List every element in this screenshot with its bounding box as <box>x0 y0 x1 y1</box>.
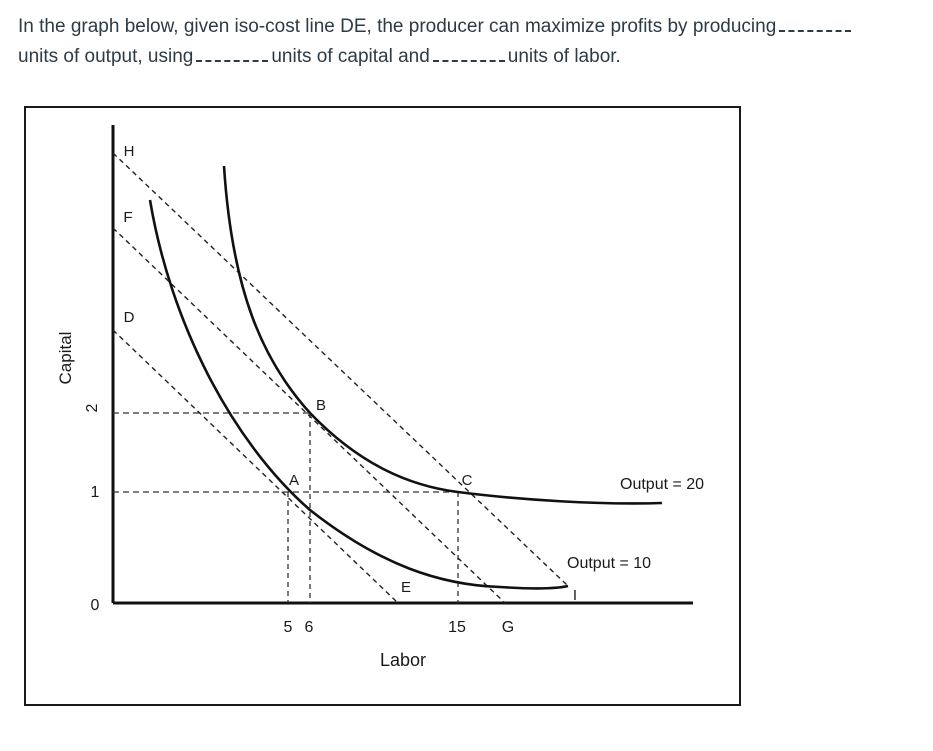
x-tick-15: 15 <box>448 619 466 636</box>
question-part-3: units of capital and <box>271 46 430 67</box>
x-tick-6: 6 <box>305 619 314 636</box>
answer-blank-labor[interactable] <box>432 42 505 62</box>
point-label-i: I <box>573 587 577 604</box>
question-part-2: units of output, using <box>18 46 194 67</box>
isoquant-output-20 <box>222 165 663 505</box>
isocost-line-fg <box>112 227 506 604</box>
question-part-4: units of labor. <box>507 46 621 67</box>
y-axis-label: Capital <box>56 332 75 385</box>
point-label-h: H <box>124 143 135 160</box>
point-label-f: F <box>123 209 132 226</box>
x-tick-5: 5 <box>284 619 293 636</box>
label-output-10: Output = 10 <box>567 555 651 572</box>
graph-frame <box>24 106 741 706</box>
isocost-line-de <box>112 329 399 604</box>
point-label-d: D <box>124 309 135 326</box>
isoquant-output-10 <box>148 199 569 590</box>
y-tick-2: 2 <box>84 403 101 412</box>
question-part-1: In the graph below, given iso-cost line … <box>18 16 777 37</box>
y-tick-1: 1 <box>91 484 100 501</box>
isocost-line-hi <box>112 152 569 587</box>
point-label-a: A <box>289 472 299 489</box>
point-label-g: G <box>502 619 514 636</box>
x-axis-label: Labor <box>380 650 426 670</box>
point-label-b: B <box>316 397 326 414</box>
label-output-20: Output = 20 <box>620 476 704 493</box>
answer-blank-capital[interactable] <box>196 42 269 62</box>
question-text: In the graph below, given iso-cost line … <box>18 12 918 72</box>
point-label-e: E <box>401 579 411 596</box>
point-label-c: C <box>462 472 473 489</box>
answer-blank-output[interactable] <box>779 12 852 32</box>
y-tick-0: 0 <box>91 597 100 614</box>
